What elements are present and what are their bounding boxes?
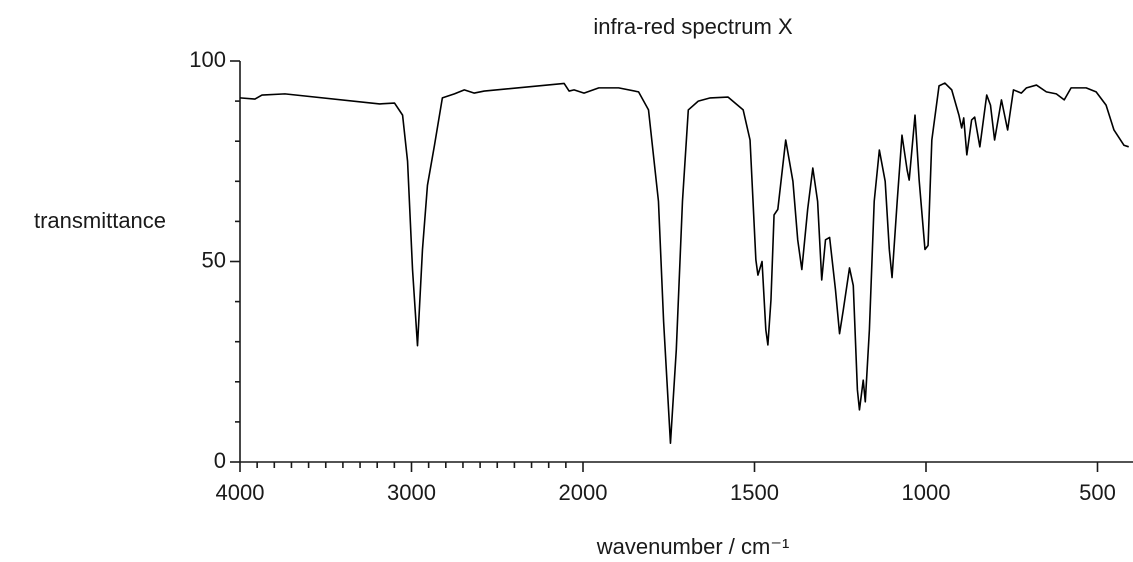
x-tick-label: 2000: [559, 480, 608, 505]
spectrum-line: [239, 82, 1129, 444]
x-tick-label: 1000: [902, 480, 951, 505]
x-tick-label: 4000: [216, 480, 265, 505]
y-tick-label: 100: [189, 47, 226, 72]
x-tick-label: 3000: [387, 480, 436, 505]
x-tick-label: 1500: [730, 480, 779, 505]
x-tick-label: 500: [1079, 480, 1116, 505]
y-axis-label: transmittance: [34, 208, 166, 233]
chart-title: infra-red spectrum X: [593, 14, 793, 39]
x-axis-label: wavenumber / cm⁻¹: [596, 534, 790, 559]
y-tick-label: 0: [214, 448, 226, 473]
y-tick-label: 50: [202, 247, 226, 272]
